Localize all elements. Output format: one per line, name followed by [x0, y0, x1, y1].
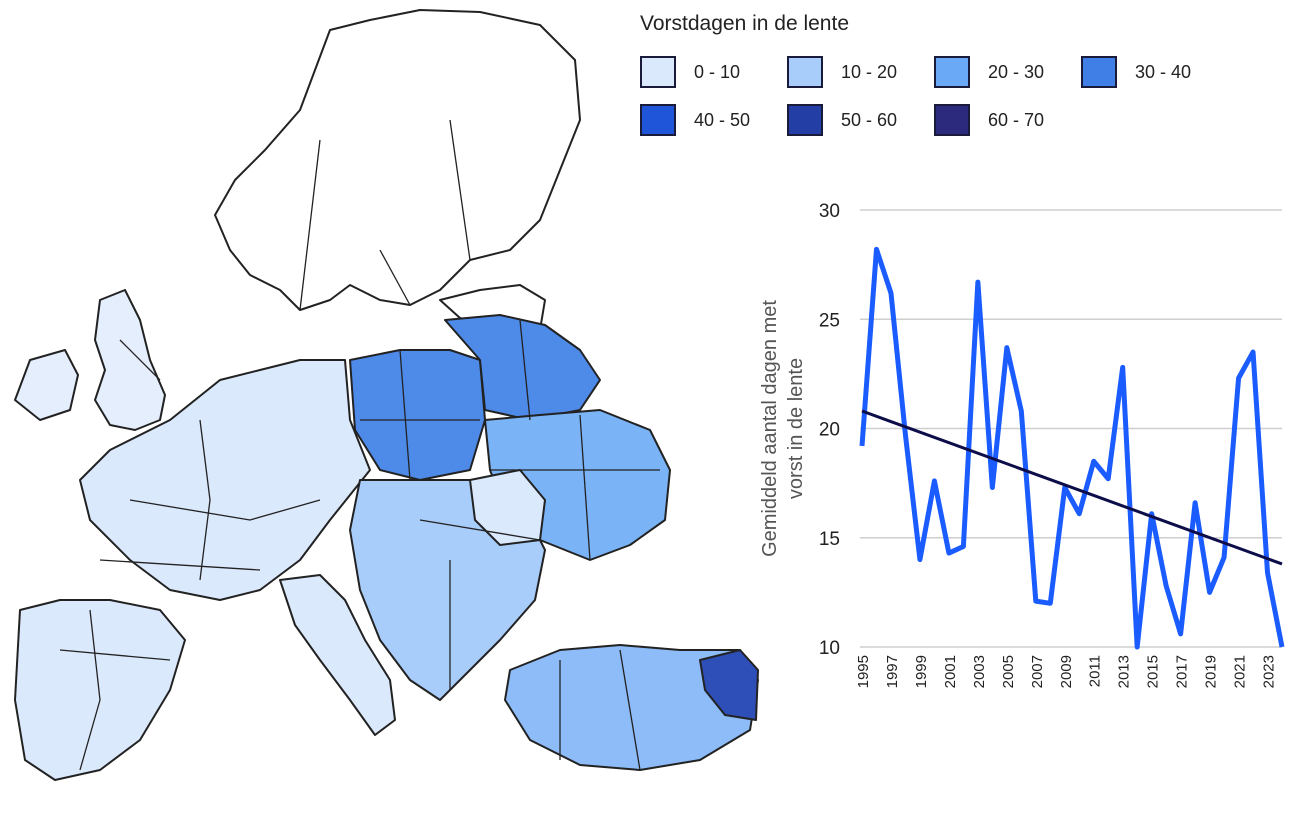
legend-item-30-40: 30 - 40	[1081, 54, 1191, 90]
chart-svg: 10 15 20 25 30 1995 1997 1999 2001 2003 2005 2007 2…	[759, 201, 1285, 688]
scandinavia-region	[214, 9, 581, 311]
x-tick-label: 2013	[1116, 655, 1133, 688]
poland-region	[349, 349, 486, 481]
legend-label: 20 - 30	[988, 61, 1045, 82]
x-tick-label: 2005	[1000, 655, 1017, 688]
x-tick-label: 2017	[1174, 655, 1191, 688]
legend: 0 - 10 10 - 20 20 - 30 30 - 40 40 - 50 5…	[640, 54, 1260, 144]
legend-swatch	[787, 104, 823, 136]
x-tick-label: 2015	[1145, 655, 1162, 688]
belarus-region	[444, 314, 601, 421]
y-tick-label: 15	[819, 529, 840, 550]
series-layer	[859, 246, 1285, 650]
great-britain	[94, 289, 166, 431]
legend-label: 30 - 40	[1135, 61, 1192, 82]
y-axis-label-line: vorst in de lente	[785, 358, 807, 499]
iberia	[14, 599, 186, 781]
y-tick-label: 20	[819, 420, 840, 441]
legend-title: Vorstdagen in de lente	[640, 12, 849, 35]
frost-days-chart: 10 15 20 25 30 1995 1997 1999 2001 2003 2005 2007 2…	[730, 180, 1300, 826]
x-tick-label: 1997	[884, 655, 901, 688]
x-tick-label: 2021	[1232, 655, 1249, 688]
x-tick-label: 2001	[942, 655, 959, 688]
legend-swatch	[934, 56, 970, 88]
legend-swatch	[640, 56, 676, 88]
legend-swatch	[1081, 56, 1117, 88]
y-axis-label-line: Gemiddeld aantal dagen met	[759, 300, 781, 557]
legend-item-40-50: 40 - 50	[640, 102, 750, 138]
grid-layer	[860, 209, 1282, 648]
trend-line	[861, 409, 1283, 566]
legend-label: 60 - 70	[988, 109, 1045, 130]
ireland	[14, 349, 79, 421]
y-tick-label: 10	[819, 638, 840, 659]
legend-item-0-10: 0 - 10	[640, 54, 740, 90]
italy	[279, 574, 396, 736]
legend-swatch	[934, 104, 970, 136]
legend-label: 40 - 50	[694, 109, 751, 130]
region-borders	[59, 119, 660, 771]
x-tick-label: 1999	[913, 655, 930, 688]
legend-item-60-70: 60 - 70	[934, 102, 1044, 138]
turkey-east-region	[699, 649, 759, 721]
y-axis: 10 15 20 25 30	[819, 201, 840, 659]
europe-frost-map	[14, 9, 759, 781]
frost-days-series-line	[859, 246, 1285, 650]
legend-item-20-30: 20 - 30	[934, 54, 1044, 90]
legend-label: 10 - 20	[841, 61, 898, 82]
y-tick-label: 25	[819, 310, 840, 331]
legend-swatch	[640, 104, 676, 136]
x-tick-label: 2003	[971, 655, 988, 688]
x-tick-label: 2023	[1261, 655, 1278, 688]
x-tick-label: 2019	[1203, 655, 1220, 688]
legend-item-50-60: 50 - 60	[787, 102, 897, 138]
y-tick-label: 30	[819, 201, 840, 222]
x-tick-label: 2009	[1058, 655, 1075, 688]
x-axis: 1995 1997 1999 2001 2003 2005 2007 2009 2011 2013…	[855, 655, 1278, 688]
turkey-region	[504, 644, 759, 771]
legend-label: 50 - 60	[841, 109, 898, 130]
y-axis-label: Gemiddeld aantal dagen met vorst in de le…	[759, 300, 807, 557]
x-tick-label: 2011	[1087, 655, 1104, 687]
x-tick-label: 1995	[855, 655, 872, 688]
map-svg	[14, 9, 759, 781]
western-europe	[79, 359, 371, 601]
legend-swatch	[787, 56, 823, 88]
x-tick-label: 2007	[1029, 655, 1046, 688]
legend-item-10-20: 10 - 20	[787, 54, 897, 90]
legend-label: 0 - 10	[694, 61, 741, 82]
